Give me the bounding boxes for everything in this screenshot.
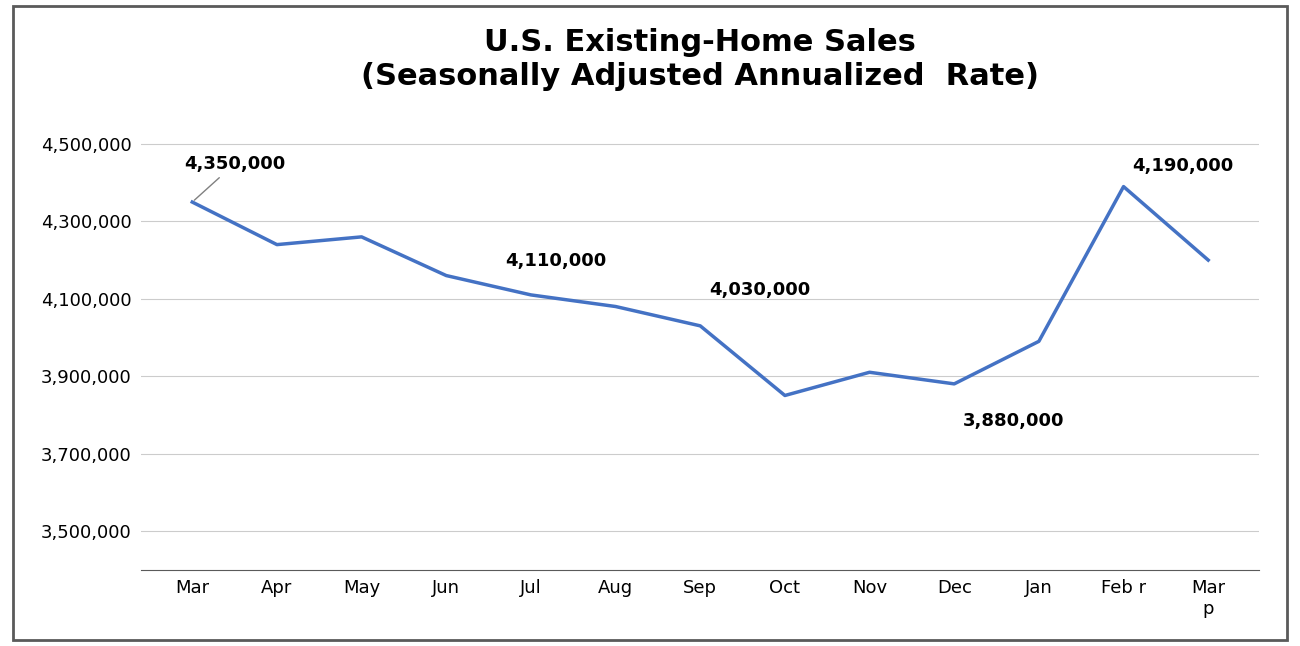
Text: 4,030,000: 4,030,000 (708, 281, 810, 298)
Text: 3,880,000: 3,880,000 (963, 412, 1065, 430)
Text: 4,190,000: 4,190,000 (1132, 157, 1234, 175)
Text: 4,110,000: 4,110,000 (506, 252, 607, 270)
Title: U.S. Existing-Home Sales
(Seasonally Adjusted Annualized  Rate): U.S. Existing-Home Sales (Seasonally Adj… (361, 28, 1039, 90)
Text: 4,350,000: 4,350,000 (183, 155, 285, 200)
